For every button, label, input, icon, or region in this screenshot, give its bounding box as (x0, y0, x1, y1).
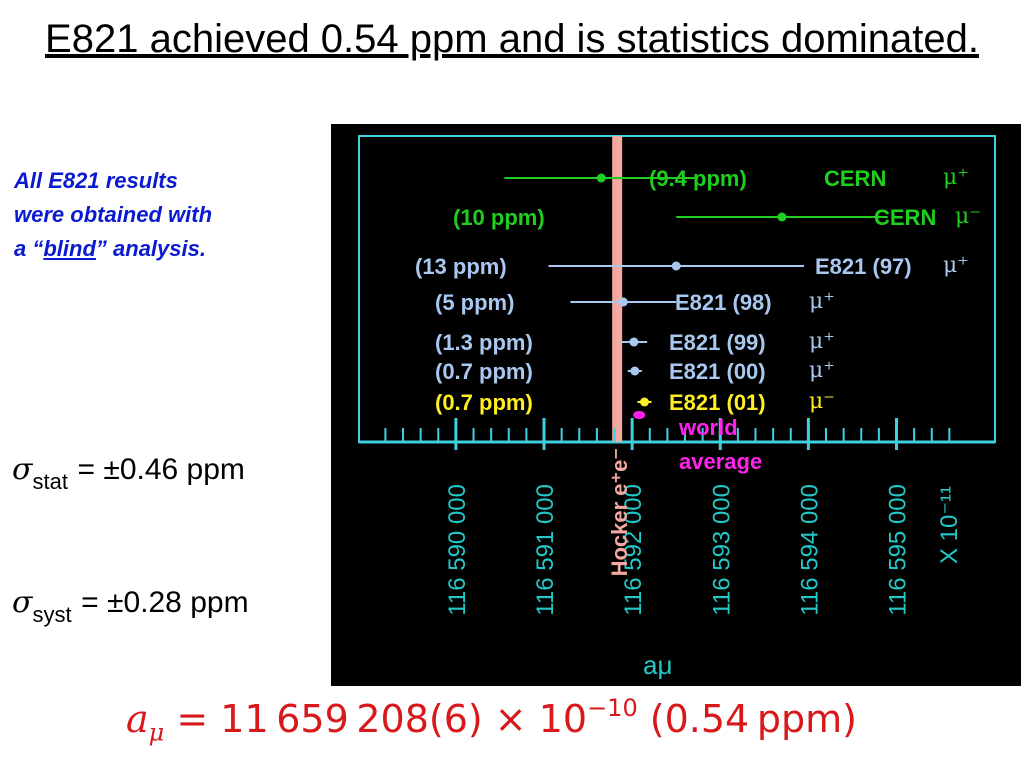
experiment-label: E821 (97) (815, 254, 912, 279)
particle-label: μ⁻ (809, 389, 835, 414)
data-point (777, 212, 787, 222)
data-point (618, 297, 628, 307)
experiment-label: E821 (98) (675, 290, 772, 315)
particle-label: μ⁻ (955, 204, 981, 229)
sigma-syst-symbol: σ (12, 585, 33, 620)
x-tick-label: 116 591 000 (532, 484, 559, 616)
formula-exponent: −10 (587, 694, 638, 722)
x-tick-label: 116 590 000 (444, 484, 471, 616)
x-tick-label: 116 594 000 (796, 484, 823, 616)
x-axis-label: aμ (643, 650, 672, 680)
note-line-2: were obtained with (14, 202, 213, 227)
formula-value: = 11 659 208(6) × 10 (176, 697, 588, 741)
sigma-stat-symbol: σ (12, 452, 33, 487)
note-prefix: a “ (14, 236, 44, 261)
sigma-syst: σsyst = ±0.28 ppm (12, 585, 249, 628)
x-unit-label: X 10⁻¹¹ (936, 486, 963, 564)
particle-label: μ⁺ (809, 329, 835, 354)
sigma-syst-subscript: syst (32, 602, 72, 627)
particle-label: μ⁺ (943, 165, 969, 190)
g2-comparison-chart: 116 590 000 116 591 000 116 592 000 116 593… (331, 124, 1021, 686)
page-title: E821 achieved 0.54 ppm and is statistics… (45, 17, 979, 61)
final-result-formula: aμ = 11 659 208(6) × 10−10 (0.54 ppm) (126, 694, 857, 747)
blind-analysis-note: All E821 results were obtained with a “b… (14, 164, 314, 266)
chart-svg: 116 590 000 116 591 000 116 592 000 116 593… (358, 135, 996, 680)
particle-label: μ⁺ (809, 358, 835, 383)
precision-label: (13 ppm) (415, 254, 507, 279)
experiment-label: E821 (00) (669, 359, 766, 384)
precision-label: (9.4 ppm) (649, 166, 747, 191)
precision-label: (5 ppm) (435, 290, 514, 315)
data-point (639, 397, 649, 407)
theory-band-label: Hocker e⁺e⁻ (607, 448, 632, 576)
theory-band (612, 136, 623, 442)
formula-suffix: (0.54 ppm) (637, 697, 857, 741)
formula-subscript: μ (148, 718, 165, 747)
data-point (630, 366, 640, 376)
experiment-label: CERN (824, 166, 886, 191)
sigma-stat: σstat = ±0.46 ppm (12, 452, 245, 495)
note-line-1: All E821 results (14, 168, 178, 193)
experiment-label: CERN (874, 205, 936, 230)
sigma-stat-subscript: stat (32, 469, 68, 494)
precision-label: (10 ppm) (453, 205, 545, 230)
precision-label: (0.7 ppm) (435, 390, 533, 415)
data-point (596, 173, 606, 183)
particle-label: μ⁺ (943, 253, 969, 278)
formula-symbol: a (126, 697, 149, 741)
world-average-label: average (679, 449, 762, 474)
x-tick-label: 116 595 000 (885, 484, 912, 616)
x-tick-label: 116 592 000 (620, 484, 647, 616)
precision-label: (1.3 ppm) (435, 330, 533, 355)
particle-label: μ⁺ (809, 289, 835, 314)
experiment-label: E821 (99) (669, 330, 766, 355)
world-average-label: world (678, 415, 738, 440)
data-point (629, 337, 639, 347)
data-point (671, 261, 681, 271)
note-suffix: ” analysis. (95, 236, 206, 261)
x-tick-label: 116 593 000 (708, 484, 735, 616)
precision-label: (0.7 ppm) (435, 359, 533, 384)
note-blind-word: blind (43, 236, 96, 261)
experiment-label: E821 (01) (669, 390, 766, 415)
sigma-syst-value: = ±0.28 ppm (81, 586, 249, 619)
sigma-stat-value: = ±0.46 ppm (77, 453, 245, 486)
world-average-marker (633, 411, 646, 419)
note-line-3: a “blind” analysis. (14, 232, 314, 266)
